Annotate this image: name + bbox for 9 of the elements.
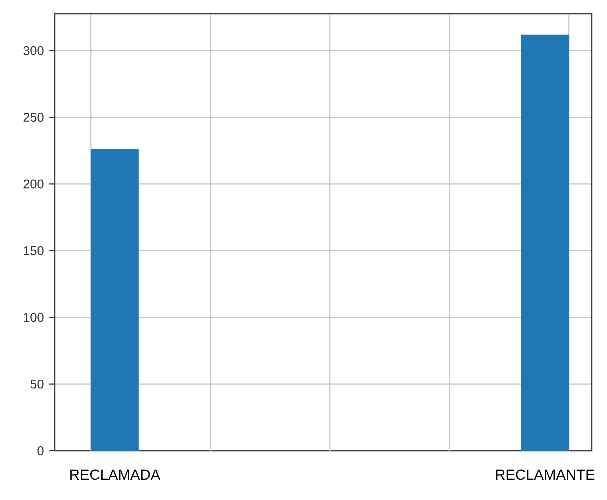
y-tick-label: 250 <box>24 113 44 122</box>
y-tick-label: 50 <box>30 380 44 389</box>
y-tick-label: 200 <box>24 180 44 189</box>
y-tick-label: 300 <box>24 46 44 56</box>
x-tick-label: RECLAMANTE <box>496 470 595 480</box>
y-tick-label: 100 <box>24 313 44 322</box>
y-tick-label: 0 <box>38 446 44 456</box>
y-tick-label: 150 <box>24 246 44 256</box>
x-tick-label: RECLAMADA <box>70 470 161 480</box>
